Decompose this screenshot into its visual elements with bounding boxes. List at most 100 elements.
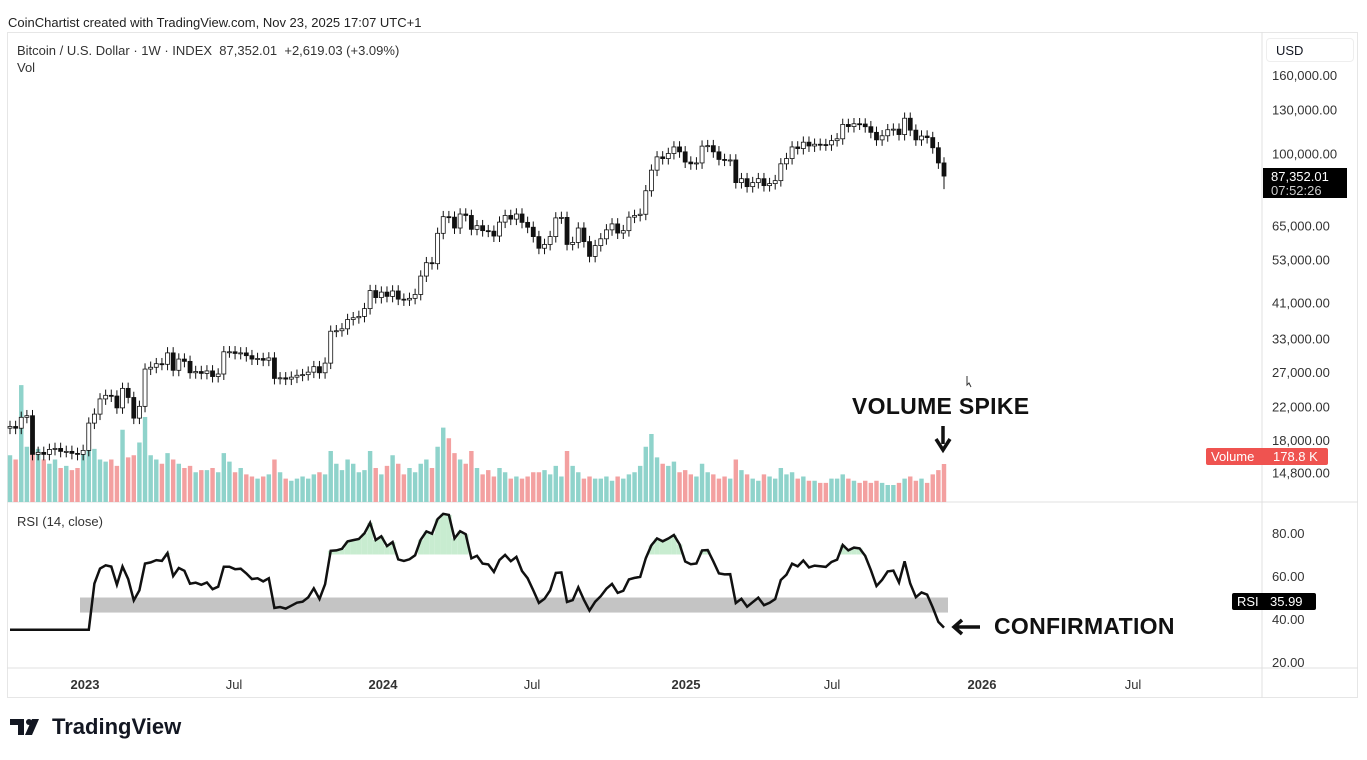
- price-tick-label: 33,000.00: [1272, 332, 1330, 347]
- candle-body: [716, 151, 722, 160]
- rsi-overbought-fill: [856, 548, 863, 555]
- candle-body: [525, 221, 531, 228]
- volume-bar: [317, 472, 322, 502]
- rsi-overbought-fill: [356, 539, 362, 555]
- volume-bar: [806, 480, 812, 502]
- candle-body: [367, 290, 373, 310]
- candle-body: [761, 178, 767, 187]
- candle-body: [114, 395, 120, 409]
- volume-bar: [322, 474, 328, 502]
- volume-bar: [204, 470, 210, 502]
- volume-legend[interactable]: Vol: [17, 60, 36, 75]
- volume-bar: [474, 467, 480, 502]
- volume-bar: [615, 476, 620, 502]
- volume-bar: [592, 478, 598, 502]
- tradingview-logo-text: TradingView: [52, 714, 182, 739]
- candle-body: [227, 351, 232, 354]
- volume-bar: [300, 476, 305, 502]
- volume-bar: [497, 467, 502, 502]
- volume-bar: [131, 455, 136, 502]
- volume-bar: [47, 463, 52, 502]
- candle-body: [187, 360, 193, 374]
- time-tick-label: Jul: [226, 677, 243, 692]
- candle-body: [722, 159, 727, 161]
- time-tick-label: Jul: [824, 677, 841, 692]
- candle-body: [378, 291, 384, 298]
- candle-body: [885, 129, 891, 137]
- symbol-legend[interactable]: Bitcoin / U.S. Dollar · 1W · INDEX 87,35…: [17, 43, 399, 58]
- volume-bar: [761, 474, 767, 502]
- volume-bar: [778, 467, 784, 502]
- candle-body: [699, 145, 705, 164]
- candle-body: [935, 147, 941, 164]
- symbol-name: Bitcoin / U.S. Dollar · 1W · INDEX: [17, 43, 213, 58]
- volume-bar: [401, 474, 407, 502]
- volume-bar: [491, 476, 497, 502]
- candle-body: [350, 317, 356, 320]
- candle-body: [665, 153, 671, 159]
- volume-bar: [834, 478, 840, 502]
- left-arrow-icon: [951, 618, 980, 636]
- candle-body: [322, 362, 328, 374]
- volume-bar: [232, 472, 238, 502]
- volume-bar: [525, 476, 530, 502]
- volume-bar: [879, 482, 885, 502]
- volume-bar: [294, 478, 300, 502]
- volume-bar: [767, 476, 772, 502]
- price-tick-label: 130,000.00: [1272, 103, 1337, 118]
- rsi-overbought-fill: [372, 539, 379, 555]
- price-badge-value: 87,352.01: [1271, 169, 1329, 184]
- rsi-overbought-fill: [417, 539, 424, 555]
- candle-body: [620, 230, 626, 234]
- price-change: +2,619.03 (+3.09%): [284, 43, 400, 58]
- candle-body: [373, 290, 379, 298]
- volume-bar: [733, 459, 739, 502]
- rsi-legend[interactable]: RSI (14, close): [17, 514, 103, 529]
- candle-body: [800, 141, 806, 149]
- candle-body: [806, 141, 812, 147]
- rsi-overbought-fill: [457, 531, 463, 555]
- volume-bar: [547, 474, 553, 502]
- candle-body: [637, 213, 643, 216]
- volume-bar: [80, 450, 86, 502]
- candle-body: [238, 352, 244, 355]
- volume-bar: [384, 465, 390, 502]
- price-tick-label: 41,000.00: [1272, 295, 1330, 310]
- volume-bar: [356, 472, 362, 502]
- candle-body: [840, 124, 846, 140]
- rsi-tick-label: 80.00: [1272, 526, 1305, 541]
- candle-body: [924, 135, 930, 138]
- tradingview-logo[interactable]: TradingView: [10, 714, 181, 740]
- currency-selector[interactable]: USD: [1266, 38, 1354, 62]
- volume-bar: [604, 476, 609, 502]
- candle-body: [570, 242, 576, 245]
- candle-body: [24, 415, 30, 418]
- volume-bar: [795, 478, 800, 502]
- volume-bar: [193, 472, 198, 502]
- volume-bar: [215, 472, 221, 502]
- volume-bar: [621, 478, 626, 502]
- candle-body: [69, 450, 75, 454]
- candle-body: [502, 215, 508, 223]
- candle-body: [333, 330, 339, 333]
- volume-bar: [750, 478, 755, 502]
- candle-body: [35, 451, 41, 455]
- time-tick-label: 2023: [71, 677, 100, 692]
- volume-bar: [542, 470, 547, 502]
- volume-bar: [30, 438, 35, 502]
- volume-bar: [486, 470, 491, 502]
- volume-bar: [97, 459, 103, 502]
- volume-bar: [170, 459, 176, 502]
- candle-body: [739, 178, 744, 184]
- candle-body: [609, 223, 615, 231]
- candle-body: [384, 291, 390, 297]
- volume-bar: [187, 465, 193, 502]
- candle-body: [294, 374, 300, 378]
- candle-body: [834, 138, 840, 142]
- candle-body: [733, 159, 739, 184]
- candle-body: [159, 363, 165, 366]
- candle-body: [452, 216, 457, 229]
- candle-body: [52, 448, 58, 450]
- rsi-overbought-fill: [384, 546, 390, 555]
